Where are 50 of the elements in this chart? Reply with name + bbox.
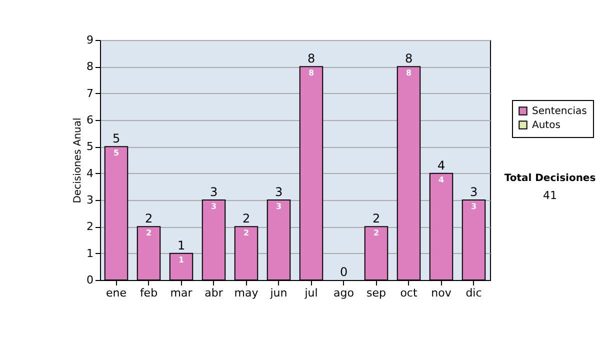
data-label: 5 [113, 148, 120, 158]
x-tick-label: jul [304, 286, 318, 300]
y-tick-label: 2 [86, 220, 94, 234]
data-label: 3 [470, 202, 477, 211]
text: 41 [543, 189, 557, 202]
total-label: 2 [242, 212, 250, 226]
total-label: 2 [372, 212, 380, 226]
x-tick-label: sep [366, 286, 386, 300]
x-tick-label: ene [106, 286, 127, 300]
data-label: 3 [276, 202, 282, 211]
data-label: 3 [210, 202, 217, 211]
x-tick-label: abr [204, 286, 224, 300]
data-label: 4 [438, 175, 444, 184]
x-tick-label: mar [170, 286, 193, 300]
total-label: 3 [210, 185, 218, 199]
text: Total Decisiones [504, 173, 596, 184]
y-tick-label: 7 [86, 86, 94, 100]
x-tick-label: jun [269, 286, 288, 300]
data-label: 8 [406, 68, 412, 78]
y-tick-label: 8 [86, 60, 94, 74]
total-label: 4 [437, 158, 446, 172]
total-label: 1 [177, 238, 186, 252]
data-label: 8 [308, 68, 314, 78]
data-label: 2 [146, 228, 152, 238]
data-label: 2 [373, 228, 380, 238]
x-tick-label: oct [400, 286, 418, 300]
x-tick-label: nov [431, 286, 452, 300]
total-label: 3 [274, 185, 283, 199]
y-tick-label: 5 [86, 140, 94, 154]
x-tick-label: may [234, 286, 259, 300]
total-label: 5 [112, 132, 120, 146]
y-tick-label: 6 [86, 114, 94, 126]
y-tick-label: 4 [86, 166, 94, 180]
y-tick-label: 0 [86, 274, 94, 286]
data-label: 2 [243, 228, 250, 238]
total-label: 2 [144, 212, 153, 226]
total-label: 0 [340, 265, 348, 279]
x-tick-label: feb [140, 286, 158, 300]
total-label: 3 [470, 185, 478, 199]
total-label: 8 [404, 52, 413, 66]
legend-label: Sentencias [532, 106, 587, 117]
y-tick-label: 1 [86, 246, 94, 260]
total-label: 8 [307, 52, 316, 66]
data-label: 1 [178, 255, 184, 264]
x-tick-label: dic [466, 286, 482, 300]
y-tick-label: 3 [86, 194, 94, 206]
x-tick-label: ago [334, 286, 354, 300]
y-tick-label: 9 [86, 34, 94, 46]
legend-label: Autos [532, 120, 560, 131]
y-axis-title: Decisiones Anual [72, 118, 84, 204]
